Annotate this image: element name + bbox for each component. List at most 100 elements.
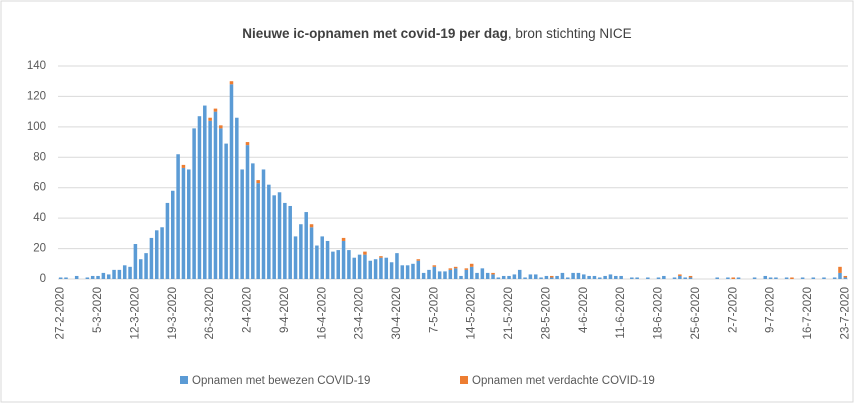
bar-segment [299, 224, 303, 279]
bar-segment [496, 277, 501, 279]
bar-segment [421, 272, 426, 279]
bar-segment [752, 277, 757, 279]
y-tick-label: 80 [33, 151, 46, 163]
bar-segment [555, 275, 559, 279]
bar-segment [539, 277, 543, 279]
bar-segment [683, 277, 687, 279]
bar-segment [256, 180, 260, 184]
bar-segment [224, 143, 228, 279]
bar-segment [523, 277, 527, 279]
bar-segment [197, 116, 202, 279]
x-tick-label: 16-4-2020 [316, 287, 328, 339]
x-tick-label: 14-5-2020 [466, 287, 478, 339]
bar-segment [635, 277, 639, 279]
bar-segment [790, 277, 794, 279]
bar-segment [427, 269, 431, 279]
x-tick-label: 25-6-2020 [690, 287, 702, 339]
bar-segment [379, 257, 383, 279]
bar-segment [843, 275, 848, 278]
bar-segment [469, 266, 474, 279]
bar-segment [357, 254, 362, 279]
bar-segment [432, 266, 437, 279]
bar-segment [501, 275, 506, 279]
bar-segment [838, 272, 842, 279]
bar-segment [256, 183, 260, 279]
bar-segment [784, 277, 789, 279]
x-tick-label: 30-4-2020 [391, 287, 403, 339]
legend-label: Opnamen met verdachte COVID-19 [472, 375, 655, 387]
bar-segment [491, 274, 495, 279]
bar-segment [715, 277, 719, 279]
bar-segment [533, 274, 538, 279]
bar-segment [843, 277, 848, 279]
bar-segment [592, 275, 597, 279]
bar-segment [251, 163, 255, 279]
bar-segment [443, 271, 447, 279]
bar-segment [181, 167, 186, 279]
bar-segment [315, 245, 319, 279]
bar-segment [389, 262, 394, 279]
bar-segment [608, 274, 613, 279]
bar-segment [598, 277, 602, 279]
y-tick-label: 20 [33, 243, 46, 255]
bar-segment [341, 240, 346, 279]
bar-segment [571, 272, 575, 279]
bar-segment [325, 240, 330, 279]
bar-segment [832, 277, 837, 279]
bar-segment [90, 275, 95, 279]
bar-segment [800, 277, 805, 279]
bar-segment [507, 275, 511, 279]
bar-segment [144, 253, 148, 279]
bar-segment [277, 192, 282, 279]
bar-segment [453, 268, 458, 279]
bar-segment [320, 236, 324, 279]
legend-label: Opnamen met bewezen COVID-19 [192, 375, 370, 387]
bar-segment [219, 125, 223, 129]
bar-segment [582, 274, 586, 279]
bar-segment [566, 277, 570, 279]
bar-segment [672, 277, 677, 279]
bar-segment [400, 265, 405, 279]
bar-segment [416, 260, 421, 279]
bar-segment [101, 272, 106, 279]
bar-segment [731, 277, 735, 279]
x-tick-label: 21-5-2020 [503, 287, 515, 339]
y-tick-label: 60 [33, 182, 46, 194]
y-tick-label: 40 [33, 212, 46, 224]
bar-segment [208, 117, 212, 121]
bar-segment [774, 277, 778, 279]
x-tick-label: 9-4-2020 [279, 287, 291, 333]
bar-segment [469, 263, 474, 267]
bar-segment [160, 227, 164, 279]
bar-segment [630, 277, 634, 279]
bar-segment [336, 250, 340, 279]
bar-segment [736, 277, 741, 279]
x-tick-label: 16-7-2020 [802, 287, 814, 339]
bar-segment [373, 259, 378, 279]
bar-segment [379, 256, 383, 258]
bar-segment [384, 257, 389, 279]
bar-segment [614, 275, 618, 279]
bar-segment [58, 277, 63, 279]
bar-segment [229, 84, 234, 279]
bar-segment [576, 272, 581, 279]
y-tick-label: 100 [27, 121, 46, 133]
bar-segment [176, 154, 180, 279]
bar-segment [528, 274, 533, 279]
bar-segment [117, 269, 122, 279]
bar-segment [448, 269, 453, 279]
bar-segment [619, 275, 623, 279]
bar-segment [464, 268, 469, 270]
bar-segment [213, 111, 218, 280]
bar-segment [656, 277, 661, 279]
bar-segment [512, 274, 517, 279]
bar-segment [288, 205, 292, 279]
bar-segment [165, 202, 170, 279]
bar-segment [309, 227, 314, 279]
bar-segment [154, 230, 159, 279]
bar-segment [106, 274, 111, 279]
x-tick-label: 27-2-2020 [55, 287, 67, 339]
x-tick-label: 23-4-2020 [354, 287, 366, 339]
bar-segment [192, 128, 196, 279]
bar-segment [411, 263, 415, 279]
